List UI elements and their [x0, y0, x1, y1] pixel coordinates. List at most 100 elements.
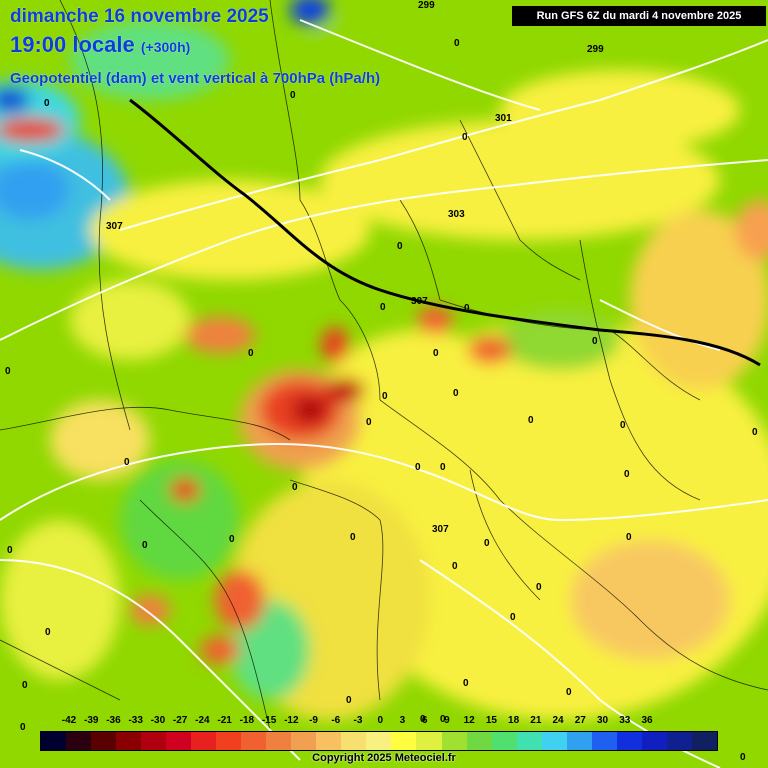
legend-tick: -24: [195, 715, 210, 726]
legend-swatch: [366, 732, 392, 750]
legend-tick: -30: [150, 715, 166, 726]
legend-swatch: [641, 732, 667, 750]
legend-swatch: [141, 732, 167, 750]
zero-label: 0: [566, 687, 572, 698]
zero-label: 0: [5, 366, 11, 377]
zero-label: 0: [366, 417, 372, 428]
legend-tick: 24: [552, 715, 564, 726]
legend-tick: -21: [217, 715, 232, 726]
zero-label: 0: [433, 348, 439, 359]
zero-label: 0: [45, 627, 51, 638]
legend-swatch: [91, 732, 117, 750]
zero-label: 0: [22, 680, 28, 691]
zero-label: 0: [292, 482, 298, 493]
forecast-time: 19:00 locale (+300h): [10, 32, 190, 58]
zero-label: 0: [420, 714, 426, 725]
legend-tick: 33: [619, 715, 631, 726]
legend-tick: 15: [485, 715, 497, 726]
legend-swatch: [616, 732, 642, 750]
legend-swatch: [441, 732, 467, 750]
legend-swatch: [241, 732, 267, 750]
zero-label: 0: [463, 678, 469, 689]
zero-label: 0: [620, 420, 626, 431]
legend-swatch: [316, 732, 342, 750]
zero-label: 0: [20, 722, 26, 733]
zero-label: 0: [229, 534, 235, 545]
legend-swatch: [66, 732, 92, 750]
legend-tick: 12: [463, 715, 475, 726]
vertical-wind-field: [0, 0, 768, 720]
contour-label: 303: [448, 209, 465, 220]
zero-label: 0: [290, 90, 296, 101]
zero-label: 0: [124, 457, 130, 468]
forecast-time-main: 19:00 locale: [10, 32, 135, 57]
legend-swatch: [491, 732, 517, 750]
zero-label: 0: [380, 302, 386, 313]
zero-label: 0: [462, 132, 468, 143]
zero-label: 0: [752, 427, 758, 438]
zero-label: 0: [510, 612, 516, 623]
legend-swatch: [516, 732, 542, 750]
legend-swatch: [116, 732, 142, 750]
legend-tick: -9: [309, 715, 318, 726]
zero-label: 0: [464, 303, 470, 314]
legend-swatch: [41, 732, 67, 750]
zero-label: 0: [536, 582, 542, 593]
zero-label: 0: [397, 241, 403, 252]
legend-swatch: [391, 732, 417, 750]
zero-label: 0: [592, 336, 598, 347]
legend-tick: -27: [172, 715, 188, 726]
legend-tick: -36: [106, 715, 121, 726]
zero-label: 0: [452, 561, 458, 572]
legend-tick: -42: [61, 715, 77, 726]
reference-isoline: [129, 98, 761, 367]
contour-label: 299: [418, 0, 435, 11]
legend-swatch: [591, 732, 617, 750]
legend-tick: -12: [284, 715, 299, 726]
legend-swatch: [566, 732, 592, 750]
contour-labels: 299 299 301 303 307 307 307: [106, 0, 604, 535]
zero-label: 0: [382, 391, 388, 402]
zero-label: 0: [454, 38, 460, 49]
legend-tick: -18: [239, 715, 255, 726]
legend-swatch: [191, 732, 217, 750]
forecast-date: dimanche 16 novembre 2025: [10, 6, 269, 27]
legend-swatch: [341, 732, 367, 750]
country-borders: [0, 0, 768, 731]
legend-tick: -15: [261, 715, 277, 726]
zero-label: 0: [740, 752, 746, 763]
legend-tick: 18: [508, 715, 520, 726]
zero-label: 0: [528, 415, 534, 426]
zero-label: 0: [624, 469, 630, 480]
contour-label: 307: [411, 296, 428, 307]
forecast-lead: (+300h): [140, 39, 191, 55]
zero-label: 0: [440, 714, 446, 725]
legend-tick: 6: [421, 715, 428, 726]
zero-label: 0: [142, 540, 148, 551]
legend-swatch: [466, 732, 492, 750]
legend-tick: -39: [83, 715, 99, 726]
legend-swatch: [691, 732, 717, 750]
zero-label: 0: [248, 348, 254, 359]
legend-tick: -33: [128, 715, 143, 726]
legend-swatch: [291, 732, 317, 750]
contour-label: 299: [587, 44, 604, 55]
zero-label: 0: [346, 695, 352, 706]
legend-tick: 21: [530, 715, 542, 726]
legend-swatch: [416, 732, 442, 750]
zero-label: 0: [626, 532, 632, 543]
legend-swatch: [266, 732, 292, 750]
contour-label: 307: [106, 221, 123, 232]
run-label: Run GFS 6Z du mardi 4 novembre 2025: [512, 6, 766, 26]
contour-label: 307: [432, 524, 449, 535]
zero-label: 0: [484, 538, 490, 549]
zero-label: 0: [415, 462, 421, 473]
zero-label: 0: [453, 388, 459, 399]
zero-label: 0: [440, 462, 446, 473]
legend-tick: 9: [444, 715, 450, 726]
zero-labels: 0 0 0 0 0 0 0 0 0 0 0 0 0 0 0 0 0 0 0 0 0 0 0 0 0 0 0 0 0 0 0 0 0 0 0 0 0 0 0 0: [5, 38, 758, 763]
legend-tick: 27: [574, 715, 586, 726]
contour-label: 301: [495, 113, 512, 124]
legend-tick: 30: [596, 715, 609, 726]
